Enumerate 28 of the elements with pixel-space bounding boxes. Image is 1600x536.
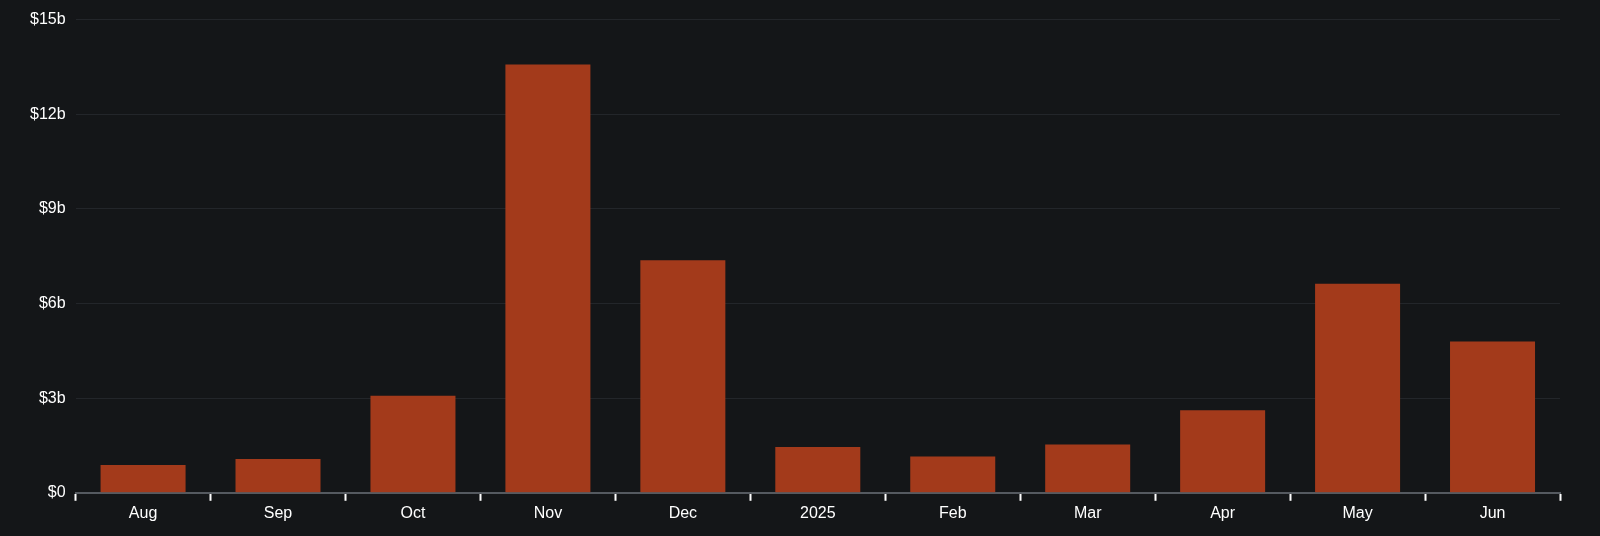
- bar: [775, 447, 861, 493]
- x-tick-label: Dec: [668, 503, 698, 521]
- bar: [370, 395, 456, 493]
- y-tick-label: $6b: [38, 293, 66, 311]
- x-tick-label: May: [1342, 503, 1373, 521]
- bar: [1315, 283, 1401, 493]
- bar: [100, 465, 186, 493]
- bar: [1045, 444, 1131, 493]
- y-tick-label: $9b: [38, 199, 66, 217]
- x-tick-label: Sep: [263, 503, 293, 521]
- y-tick-label: $12b: [30, 104, 66, 122]
- bar: [235, 459, 321, 493]
- x-tick-label: Nov: [533, 503, 563, 521]
- x-tick-label: Oct: [400, 503, 426, 521]
- x-tick-label: Feb: [938, 503, 967, 521]
- x-tick-label: Mar: [1073, 503, 1103, 521]
- y-tick-label: $15b: [30, 10, 66, 28]
- y-tick-label: $3b: [38, 388, 66, 406]
- x-tick-label: Aug: [128, 503, 158, 521]
- bar: [910, 456, 996, 493]
- x-tick-label: 2025: [800, 503, 836, 521]
- bar: [1180, 410, 1266, 493]
- x-tick-label: Apr: [1210, 503, 1236, 521]
- bar: [640, 260, 726, 493]
- x-tick-label: Jun: [1479, 503, 1506, 521]
- bar: [1450, 341, 1536, 493]
- y-tick-label: $0: [47, 483, 66, 501]
- bar: [505, 64, 591, 493]
